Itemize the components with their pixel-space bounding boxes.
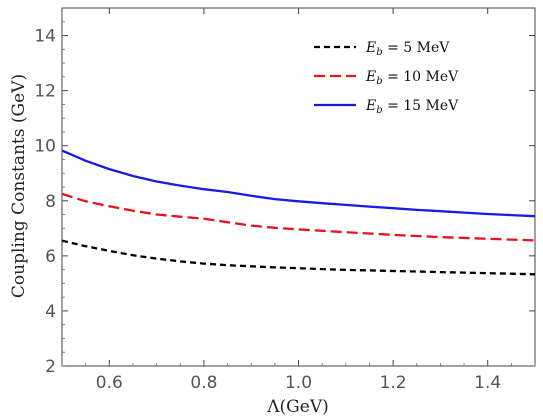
legend-label-3: Eb = 15 MeV — [365, 98, 459, 116]
legend-label-value: = 5 MeV — [383, 40, 451, 56]
ticks-layer: 0.6 0.8 1.0 1.2 1.4 2 4 6 8 10 12 14 — [34, 7, 536, 393]
legend-label-var: E — [365, 40, 376, 56]
plot-frame — [61, 7, 536, 367]
legend-label-var: E — [365, 98, 376, 114]
legend-label-sub: b — [376, 47, 382, 58]
y-tick-label: 6 — [45, 247, 56, 267]
y-tick-label: 4 — [45, 302, 56, 322]
series-line-2 — [61, 192, 536, 242]
plot-border — [61, 7, 536, 367]
series-line-1 — [61, 239, 536, 276]
legend-label-2: Eb = 10 MeV — [365, 69, 459, 87]
y-axis-label: Coupling Constants (GeV) — [9, 74, 29, 298]
legend-label-var: E — [365, 69, 376, 85]
y-tick-label: 12 — [34, 82, 56, 102]
y-tick-label: 2 — [45, 357, 56, 377]
y-tick-label: 8 — [45, 192, 56, 212]
legend-label-sub: b — [376, 105, 382, 116]
y-tick-label: 10 — [34, 137, 56, 157]
legend-label-1: Eb = 5 MeV — [365, 40, 450, 58]
x-tick-label: 1.2 — [380, 373, 407, 393]
x-tick-label: 1.0 — [285, 373, 312, 393]
legend-label-sub: b — [376, 76, 382, 87]
series-line-3 — [61, 149, 536, 218]
x-tick-label: 0.6 — [96, 373, 123, 393]
x-axis-label: Λ(GeV) — [266, 397, 328, 417]
legend-label-value: = 15 MeV — [383, 98, 460, 114]
series-layer — [61, 149, 536, 276]
x-tick-label: 0.8 — [190, 373, 217, 393]
y-tick-label: 14 — [34, 27, 56, 47]
legend-label-value: = 10 MeV — [383, 69, 460, 85]
x-tick-label: 1.4 — [474, 373, 501, 393]
